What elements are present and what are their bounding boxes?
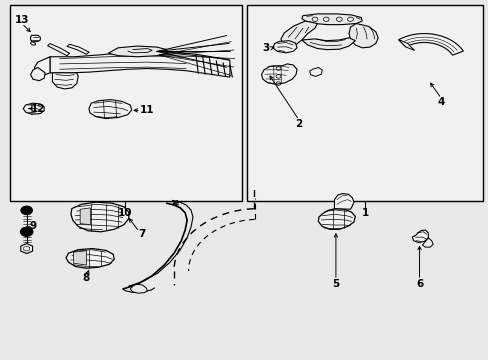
Polygon shape bbox=[309, 67, 322, 76]
Text: 12: 12 bbox=[31, 104, 45, 113]
Polygon shape bbox=[80, 208, 90, 225]
Text: 4: 4 bbox=[437, 97, 444, 107]
Polygon shape bbox=[398, 40, 414, 50]
Polygon shape bbox=[71, 202, 128, 232]
Text: 7: 7 bbox=[139, 229, 146, 239]
Polygon shape bbox=[348, 23, 377, 48]
Bar bbox=[10, 5, 242, 202]
Polygon shape bbox=[30, 35, 40, 41]
Circle shape bbox=[21, 206, 32, 215]
Text: 1: 1 bbox=[361, 208, 368, 218]
Polygon shape bbox=[20, 244, 33, 253]
Polygon shape bbox=[130, 284, 147, 293]
Bar bbox=[246, 5, 482, 202]
Polygon shape bbox=[318, 208, 355, 229]
Polygon shape bbox=[89, 100, 131, 118]
Polygon shape bbox=[108, 46, 166, 57]
Text: 3: 3 bbox=[262, 43, 269, 53]
Polygon shape bbox=[411, 230, 427, 243]
Polygon shape bbox=[52, 73, 78, 89]
Polygon shape bbox=[73, 251, 86, 265]
Text: 9: 9 bbox=[29, 221, 37, 231]
Polygon shape bbox=[272, 41, 296, 53]
Polygon shape bbox=[23, 103, 44, 114]
Polygon shape bbox=[398, 33, 463, 55]
Polygon shape bbox=[334, 194, 353, 209]
Text: 8: 8 bbox=[82, 273, 90, 283]
Polygon shape bbox=[281, 21, 317, 46]
Text: 5: 5 bbox=[332, 279, 339, 289]
Polygon shape bbox=[301, 14, 362, 24]
Circle shape bbox=[20, 227, 33, 237]
Polygon shape bbox=[261, 64, 296, 84]
Text: 11: 11 bbox=[140, 105, 154, 115]
Polygon shape bbox=[34, 57, 50, 76]
Polygon shape bbox=[30, 67, 45, 81]
Polygon shape bbox=[301, 38, 355, 50]
Polygon shape bbox=[66, 249, 114, 268]
Polygon shape bbox=[50, 51, 229, 77]
Text: 10: 10 bbox=[118, 208, 132, 218]
Text: 13: 13 bbox=[15, 15, 29, 25]
Text: 6: 6 bbox=[415, 279, 422, 289]
Text: 2: 2 bbox=[295, 118, 302, 129]
